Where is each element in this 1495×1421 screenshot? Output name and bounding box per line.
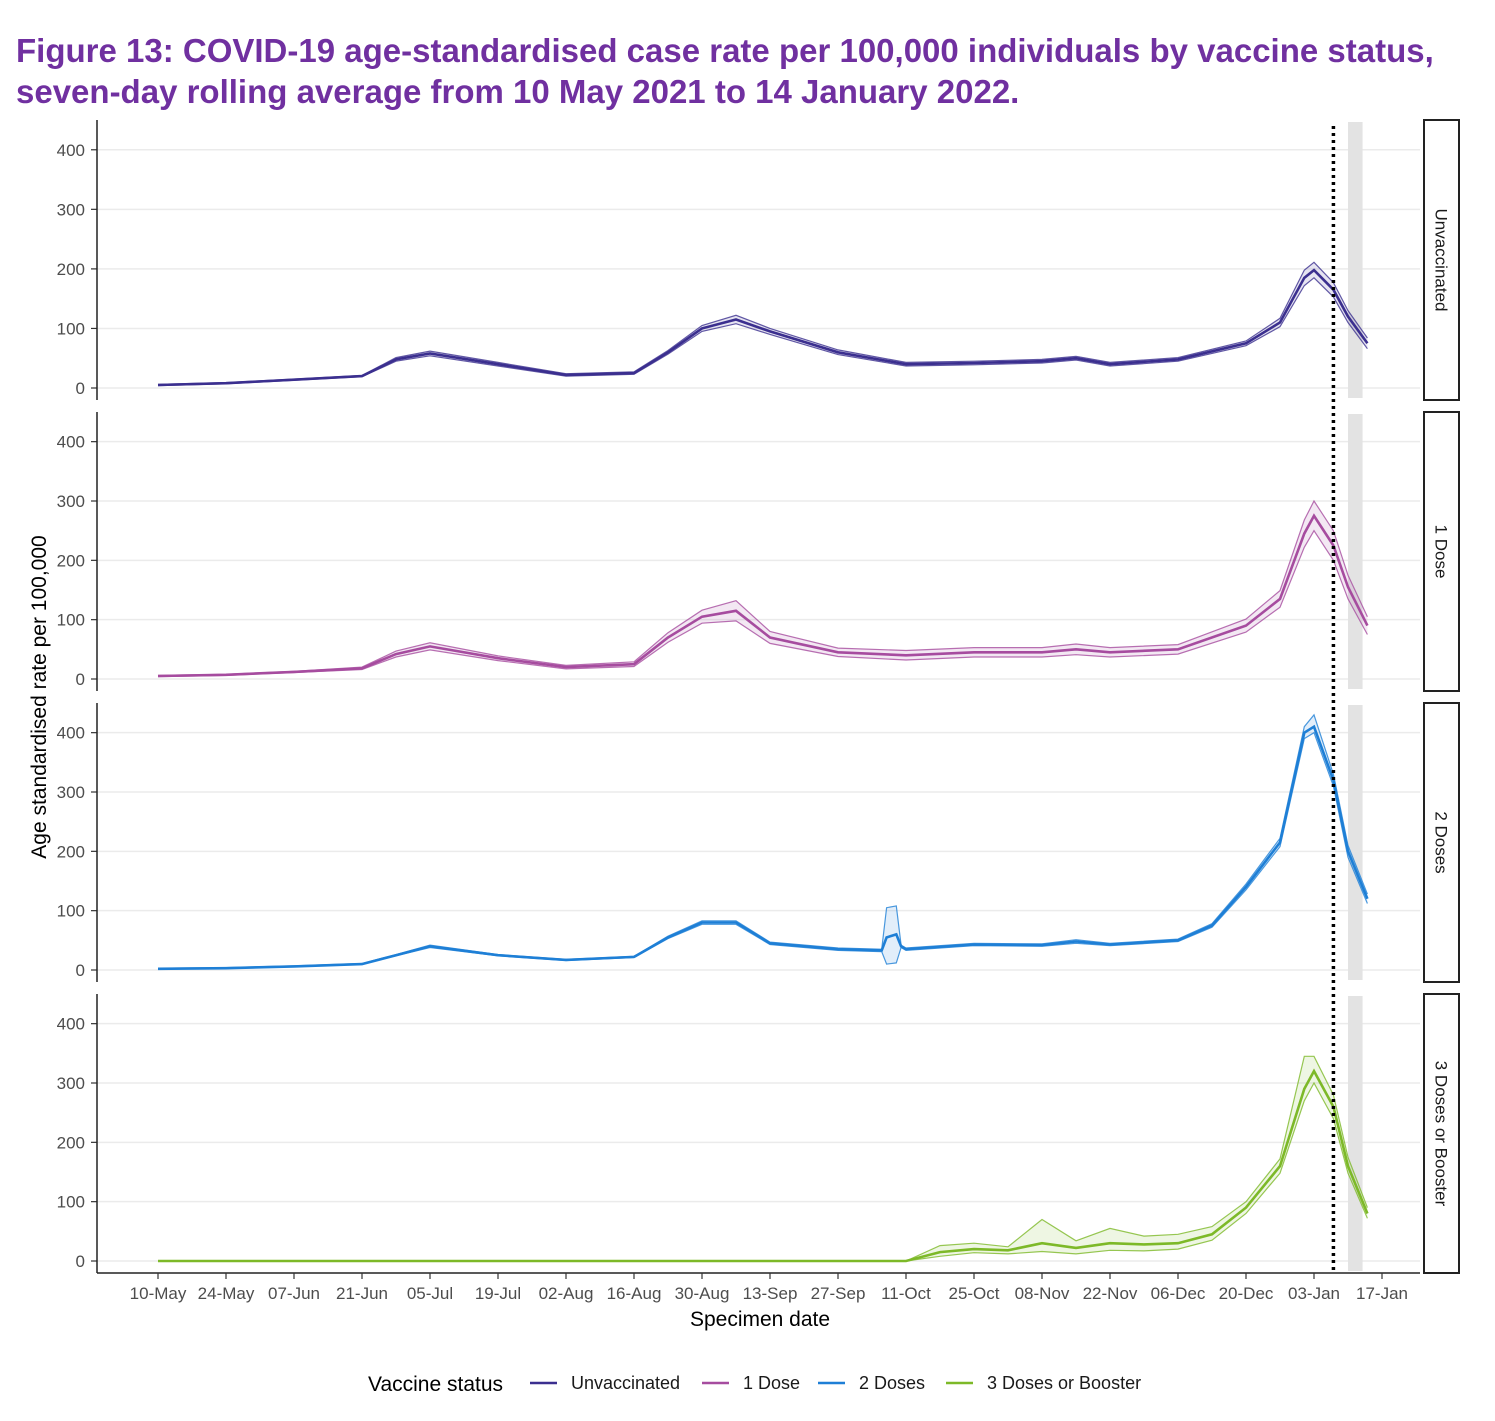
x-tick-label: 05-Jul [407, 1284, 453, 1303]
y-tick-label: 100 [57, 902, 85, 921]
series-2-doses [157, 713, 1369, 971]
y-tick-label: 0 [76, 1252, 85, 1271]
x-tick-label: 17-Jan [1356, 1284, 1408, 1303]
chart-marks [157, 126, 1369, 1271]
lower-bound-line [157, 529, 1368, 678]
y-tick-label: 100 [57, 1193, 85, 1212]
confidence-band [158, 1056, 1368, 1261]
y-tick-label: 100 [57, 319, 85, 338]
shaded-band [1348, 996, 1363, 1271]
y-tick-label: 300 [57, 200, 85, 219]
facet-strip [1423, 411, 1460, 692]
confidence-band [158, 714, 1368, 969]
y-tick-label: 400 [57, 141, 85, 160]
y-axis-title: Age standardised rate per 100,000 [28, 535, 51, 858]
y-tick-label: 300 [57, 492, 85, 511]
x-tick-label: 10-May [130, 1284, 187, 1303]
x-tick-label: 30-Aug [675, 1284, 730, 1303]
y-tick-label: 0 [76, 961, 85, 980]
x-axis: 10-May 24-May 07-Jun 21-Jun 05-Jul 19-Jul 02-A… [97, 1272, 1420, 1303]
series-line [157, 724, 1369, 971]
confidence-band [158, 501, 1368, 677]
y-tick-label: 0 [76, 670, 85, 689]
x-tick-label: 11-Oct [881, 1284, 931, 1303]
upper-bound-line [157, 499, 1368, 676]
shaded-band [1348, 705, 1363, 980]
y-tick-label: 0 [76, 379, 85, 398]
series-unvaccinated [157, 261, 1369, 387]
y-tick-label: 400 [57, 433, 85, 452]
legend-label: 1 Dose [743, 1373, 800, 1393]
x-tick-label: 27-Sep [811, 1284, 866, 1303]
x-tick-label: 16-Aug [607, 1284, 662, 1303]
legend-label: 2 Doses [859, 1373, 925, 1393]
facet-strip [1423, 702, 1460, 983]
y-tick-label: 400 [57, 724, 85, 743]
x-tick-label: 25-Oct [948, 1284, 999, 1303]
x-tick-label: 07-Jun [268, 1284, 320, 1303]
upper-bound-line [157, 261, 1368, 385]
y-tick-label: 100 [57, 611, 85, 630]
legend-title: Vaccine status [368, 1373, 503, 1396]
facet-strip [1423, 993, 1460, 1274]
facet-strip [1423, 119, 1460, 401]
x-tick-label: 06-Dec [1151, 1284, 1206, 1303]
x-axis-title: Specimen date [690, 1308, 830, 1331]
x-tick-label: 03-Jan [1288, 1284, 1340, 1303]
shaded-band [1348, 414, 1363, 689]
series-3-doses-or-booster [158, 1055, 1369, 1263]
x-tick-label: 19-Jul [475, 1284, 521, 1303]
lower-bound-line [157, 276, 1368, 387]
series-line [157, 513, 1369, 678]
y-tick-label: 200 [57, 260, 85, 279]
shaded-band [1348, 122, 1363, 398]
y-tick-label: 200 [57, 1133, 85, 1152]
series-1-dose [157, 499, 1369, 678]
y-tick-label: 300 [57, 783, 85, 802]
x-tick-label: 20-Dec [1219, 1284, 1274, 1303]
x-tick-label: 13-Sep [743, 1284, 798, 1303]
facet-strip-label: 1 Dose [1432, 525, 1451, 579]
x-tick-label: 21-Jun [336, 1284, 388, 1303]
upper-bound-line [158, 1055, 1368, 1262]
y-tick-label: 200 [57, 551, 85, 570]
chart-title: Figure 13: COVID-19 age-standardised cas… [16, 32, 1434, 110]
x-tick-label: 24-May [198, 1284, 255, 1303]
facet-panels: 0 100 200 300 400 Unvaccinated 0 100 200 300 400 1 … [57, 119, 1460, 1274]
legend-label: Unvaccinated [571, 1373, 680, 1393]
facet-strip-label: 3 Doses or Booster [1432, 1061, 1451, 1207]
y-tick-label: 200 [57, 842, 85, 861]
upper-bound-line [157, 713, 1368, 969]
x-tick-label: 08-Nov [1015, 1284, 1070, 1303]
legend: Vaccine status Unvaccinated 1 Dose 2 Doses 3… [368, 1373, 1141, 1396]
confidence-band [158, 262, 1368, 386]
series-line [158, 1068, 1369, 1263]
y-tick-label: 400 [57, 1015, 85, 1034]
facet-strip-label: Unvaccinated [1432, 208, 1451, 311]
x-tick-label: 02-Aug [539, 1284, 594, 1303]
y-tick-label: 300 [57, 1074, 85, 1093]
series-line [157, 268, 1369, 387]
x-tick-label: 22-Nov [1083, 1284, 1138, 1303]
legend-label: 3 Doses or Booster [987, 1373, 1141, 1393]
facet-strip-label: 2 Doses [1432, 811, 1451, 873]
